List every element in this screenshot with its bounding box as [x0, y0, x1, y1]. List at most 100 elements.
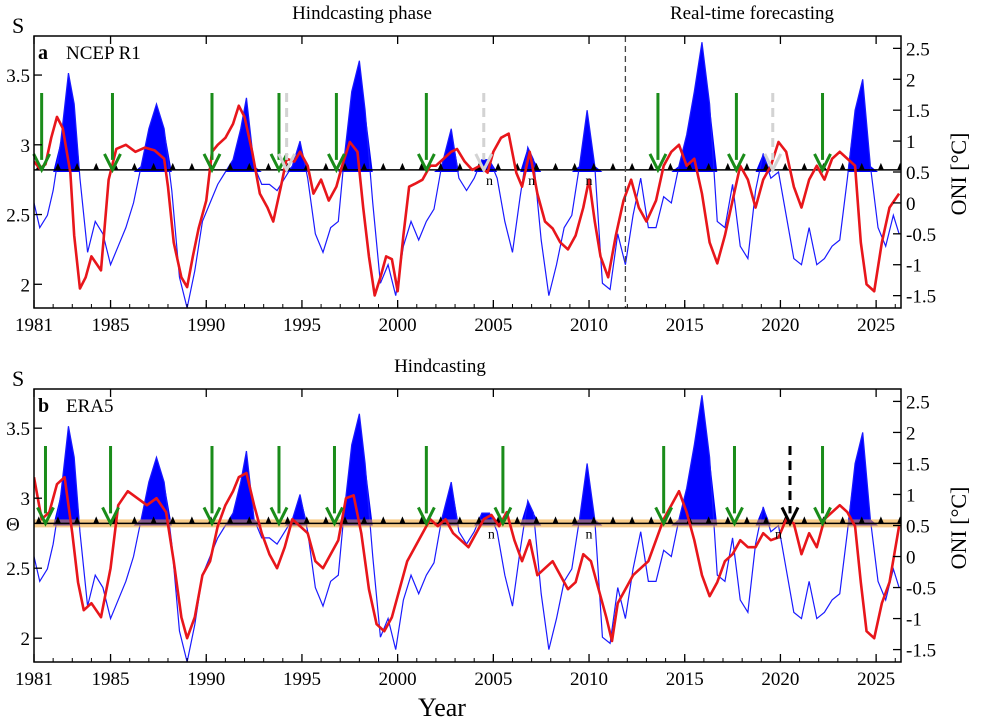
panel-b-forecast-arrow-head [417, 506, 436, 527]
panel-a-threshold-marker [131, 162, 138, 170]
panel-a-y-left-tick-label: 3 [21, 136, 31, 157]
panel-b-threshold-marker [514, 516, 521, 524]
panel-a-phase-label-2: Real-time forecasting [670, 3, 835, 24]
panel-b-ylabel-left: S [12, 366, 24, 391]
panel-a-forecast-arrow-head [327, 153, 346, 174]
panel-b-threshold-marker [361, 516, 368, 524]
panel-b-threshold-marker [342, 516, 349, 524]
panel-a-forecast-arrow-head [202, 153, 222, 174]
panel-a-forecast-arrow-head [277, 153, 296, 174]
panel-b-y-right-tick-label: 0 [906, 548, 916, 569]
panel-a-y-right-tick-label: 0.5 [906, 163, 930, 184]
panel-b-threshold-marker [877, 516, 884, 524]
panel-b-threshold-marker [897, 516, 901, 524]
panel-a-ylabel-left: S [12, 13, 24, 38]
panel-a-threshold-marker [150, 162, 157, 170]
panel-a-threshold-marker [571, 162, 578, 170]
panel-b-threshold-marker [839, 516, 846, 524]
panel-a-y-right-tick-label: 1.5 [906, 101, 930, 122]
panel-a-threshold-marker [456, 162, 463, 170]
panel-a-threshold-marker [361, 162, 368, 170]
panel-a-threshold-marker [437, 162, 444, 170]
panel-a-threshold-marker [227, 162, 234, 170]
panel-a-threshold-marker [877, 162, 884, 170]
panel-a-forecast-arrow-head [32, 153, 51, 174]
panel-a-x-tick-label: 1995 [283, 315, 321, 336]
panel-b-oni-fill [34, 395, 900, 526]
panel-a-x-tick-label: 2005 [474, 315, 512, 336]
panel-b-forecast-arrow-head [202, 506, 222, 527]
panel-a-s-line [34, 104, 901, 297]
panel-b-threshold-marker [265, 516, 272, 524]
panel-a-threshold-marker [667, 162, 674, 170]
panel-b-dataset-label: ERA5 [66, 396, 114, 417]
panel-a-y-right-tick-label: 2.5 [906, 39, 930, 60]
panel-b-forecast-arrow-head [269, 506, 289, 527]
panel-a-threshold-marker [188, 162, 195, 170]
panel-b-x-tick-label: 1985 [92, 669, 130, 690]
panel-a-forecast-arrow-head [813, 153, 832, 174]
panel-a-threshold-marker [495, 162, 502, 170]
panel-a-x-tick-label: 2025 [857, 315, 895, 336]
panel-a-threshold-marker [54, 162, 61, 170]
panel-b-x-tick-label: 1995 [283, 669, 321, 690]
panel-a-threshold-marker [705, 162, 712, 170]
panel-b-forecast-arrow-head [813, 506, 832, 527]
panel-b-x-tick-label: 2005 [474, 669, 512, 690]
panel-b-threshold-marker [131, 516, 138, 524]
panel-b-threshold-label: Θ [6, 514, 20, 535]
panel-b-threshold-marker [322, 516, 329, 524]
panel-b-x-tick-label: 2015 [666, 669, 704, 690]
panel-a-threshold-marker [246, 162, 253, 170]
panel-a-threshold-marker [533, 162, 540, 170]
panel-b-y-left-tick-label: 2 [21, 629, 31, 650]
panel-a-x-tick-label: 2000 [379, 315, 417, 336]
panel-b-ylabel-right: ONI [°C] [946, 487, 971, 570]
panel-a-threshold-marker [265, 162, 272, 170]
panel-a-forecast-arrow-head [103, 153, 122, 174]
panel-b-n-marker: n [586, 527, 593, 542]
panel-a-threshold-marker [763, 162, 770, 170]
panel-a-threshold-marker [782, 162, 789, 170]
panel-a-forecast-arrow-head [474, 153, 494, 174]
panel-a-y-right-tick-label: 2 [906, 70, 916, 91]
panel-a-oni-line [34, 42, 900, 308]
panel-a-n-marker: n [486, 174, 493, 189]
panel-a-threshold-marker [93, 162, 100, 170]
panel-b-x-tick-label: 2000 [379, 669, 417, 690]
panel-b-y-right-tick-label: 2 [906, 423, 916, 444]
panel-b-threshold-marker [705, 516, 712, 524]
panel-a-threshold-marker [609, 162, 616, 170]
panel-a-threshold-marker [858, 162, 865, 170]
panel-b-threshold-marker [724, 516, 731, 524]
panel-b-threshold-marker [763, 516, 770, 524]
panel-a-forecast-arrow-head [269, 153, 289, 174]
panel-b: Hindcasting S ONI [°C] b ERA5 n n n Θ 1981 19… [6, 356, 971, 690]
panel-a-threshold-marker [801, 162, 808, 170]
panel-b-letter: b [38, 395, 49, 417]
panel-a-y-left-tick-label: 2.5 [6, 206, 30, 227]
panel-b-forecast-arrow-head [36, 506, 55, 527]
panel-a-y-right-tick-label: 1 [906, 132, 916, 153]
panel-a-threshold-marker [418, 162, 425, 170]
panel-a-threshold-marker [629, 162, 636, 170]
panel-b-y-left-tick-label: 3.5 [6, 419, 30, 440]
panel-b-threshold-marker [590, 516, 597, 524]
panel-a-threshold-marker [399, 162, 406, 170]
panel-b-plot-area [34, 395, 901, 662]
panel-b-y-left-tick-label: 3 [21, 489, 31, 510]
panel-b-threshold-marker [418, 516, 425, 524]
panel-a-ylabel-right: ONI [°C] [946, 133, 971, 216]
panel-b-threshold-marker [533, 516, 540, 524]
panel-a-threshold-marker [322, 162, 329, 170]
panel-b-forecast-arrow-head [654, 506, 674, 527]
panel-a-x-tick-label: 1985 [92, 315, 130, 336]
panel-b-threshold-marker [54, 516, 61, 524]
panel-a-y-right-tick-label: 0 [906, 194, 916, 215]
panel-a-oni-fill [34, 42, 900, 172]
panel-b-threshold-marker [858, 516, 865, 524]
panel-a-x-tick-label: 2015 [666, 315, 704, 336]
panel-b-forecast-arrow-head [325, 506, 344, 527]
panel-a-y-right-tick-label: -1 [906, 256, 922, 277]
